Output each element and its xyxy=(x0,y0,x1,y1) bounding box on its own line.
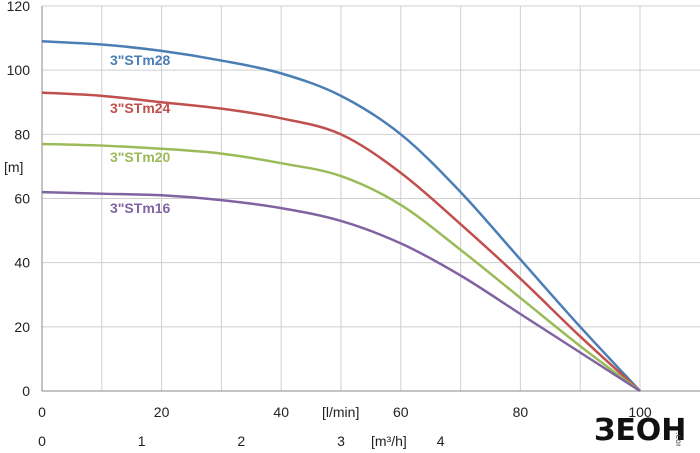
series-label-2: 3"STm20 xyxy=(110,149,171,165)
logo-text: ЗЕОН xyxy=(594,413,686,446)
x-tick-labels-lpm: 0 20 40 60 80 100 xyxy=(38,404,652,420)
y-tick-label: 100 xyxy=(7,62,31,78)
x2-tick-label: 4 xyxy=(437,433,445,449)
y-axis-label: [m] xyxy=(4,159,23,175)
x-tick-labels-m3h: 0 1 2 3 4 xyxy=(38,433,445,449)
series-labels: 3"STm28 3"STm24 3"STm20 3"STm16 xyxy=(110,52,171,216)
y-tick-label: 120 xyxy=(7,0,31,14)
series-label-3: 3"STm16 xyxy=(110,200,171,216)
series-lines xyxy=(41,40,641,393)
y-tick-label: 80 xyxy=(14,126,30,142)
x-tick-label: 20 xyxy=(154,404,170,420)
logo-subtext: .com xyxy=(674,432,683,446)
x-tick-label: 100 xyxy=(628,404,652,420)
series-line-3 xyxy=(41,190,641,393)
grid xyxy=(41,5,700,392)
y-tick-label: 20 xyxy=(14,319,30,335)
y-tick-label: 40 xyxy=(14,255,30,271)
y-tick-label: 0 xyxy=(22,383,30,399)
x-axis-label-lpm: [l/min] xyxy=(322,404,359,420)
series-line-1 xyxy=(41,91,641,392)
x2-tick-label: 3 xyxy=(337,433,345,449)
series-line-0 xyxy=(41,40,641,392)
x2-tick-label: 2 xyxy=(237,433,245,449)
axes xyxy=(41,6,700,392)
x-tick-label: 60 xyxy=(393,404,409,420)
series-line-2 xyxy=(41,142,641,392)
y-tick-labels: 0 20 40 60 80 100 120 xyxy=(7,0,31,399)
x-tick-label: 0 xyxy=(38,404,46,420)
zeon-logo: ЗЕОН .com xyxy=(594,413,686,446)
x2-tick-label: 1 xyxy=(138,433,146,449)
series-label-1: 3"STm24 xyxy=(110,100,171,116)
x-tick-label: 80 xyxy=(513,404,529,420)
x2-tick-label: 0 xyxy=(38,433,46,449)
y-tick-label: 60 xyxy=(14,191,30,207)
x-axis-label-m3h: [m³/h] xyxy=(371,433,407,449)
x-tick-label: 40 xyxy=(273,404,289,420)
series-label-0: 3"STm28 xyxy=(110,52,171,68)
